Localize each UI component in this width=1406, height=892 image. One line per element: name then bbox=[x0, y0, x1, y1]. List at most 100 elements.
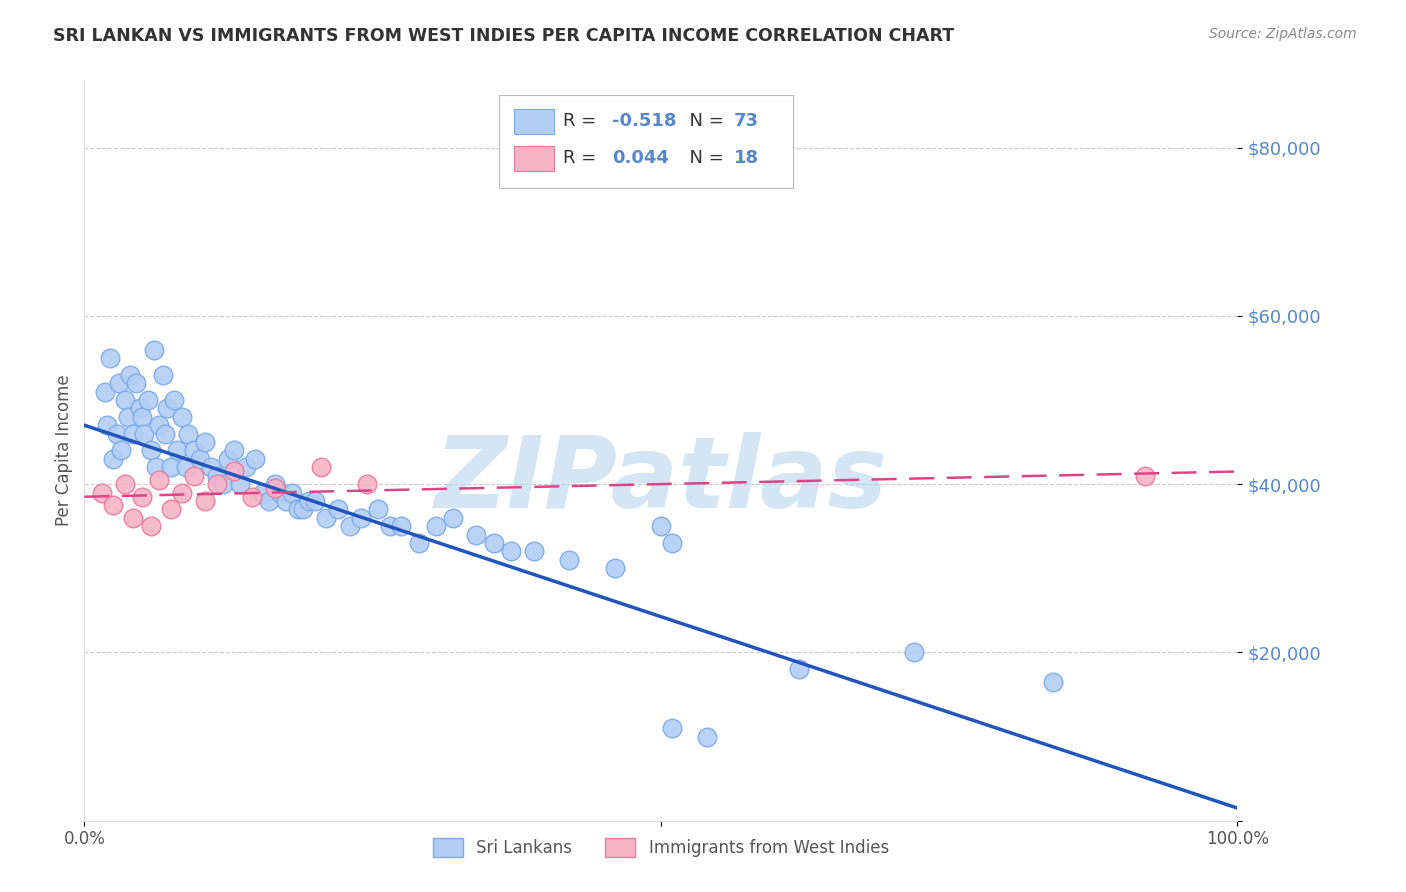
Point bbox=[114, 477, 136, 491]
Point bbox=[408, 536, 430, 550]
Point bbox=[141, 443, 163, 458]
Point bbox=[224, 465, 246, 479]
Point bbox=[499, 544, 522, 558]
Point bbox=[1042, 674, 1064, 689]
Point bbox=[661, 721, 683, 735]
Point bbox=[174, 460, 197, 475]
Point bbox=[326, 502, 349, 516]
Text: Source: ZipAtlas.com: Source: ZipAtlas.com bbox=[1209, 27, 1357, 41]
Text: ZIPatlas: ZIPatlas bbox=[434, 432, 887, 529]
Point bbox=[131, 409, 153, 424]
Point bbox=[188, 451, 211, 466]
Point bbox=[263, 481, 285, 495]
Point bbox=[269, 485, 291, 500]
Point bbox=[298, 494, 321, 508]
Point bbox=[557, 553, 579, 567]
Text: N =: N = bbox=[678, 112, 730, 130]
Legend: Sri Lankans, Immigrants from West Indies: Sri Lankans, Immigrants from West Indies bbox=[426, 831, 896, 864]
Point bbox=[229, 477, 252, 491]
Point bbox=[391, 519, 413, 533]
Point bbox=[163, 392, 186, 407]
Text: N =: N = bbox=[678, 149, 730, 167]
Point bbox=[205, 468, 228, 483]
Point bbox=[172, 485, 194, 500]
Point bbox=[117, 409, 139, 424]
FancyBboxPatch shape bbox=[499, 95, 793, 187]
Point bbox=[166, 443, 188, 458]
Point bbox=[160, 460, 183, 475]
Point bbox=[120, 368, 142, 382]
Point bbox=[96, 418, 118, 433]
Point bbox=[378, 519, 401, 533]
Point bbox=[142, 343, 165, 357]
Point bbox=[108, 376, 131, 391]
Point bbox=[276, 494, 298, 508]
Point bbox=[356, 477, 378, 491]
FancyBboxPatch shape bbox=[515, 109, 554, 135]
Point bbox=[787, 662, 810, 676]
Point bbox=[194, 494, 217, 508]
Point bbox=[183, 468, 205, 483]
Point bbox=[281, 485, 304, 500]
Point bbox=[292, 502, 315, 516]
Point bbox=[205, 477, 228, 491]
Point bbox=[103, 451, 124, 466]
Point bbox=[194, 435, 217, 450]
Point bbox=[141, 519, 163, 533]
Point bbox=[218, 451, 240, 466]
Point bbox=[465, 527, 488, 541]
Point bbox=[136, 392, 159, 407]
Point bbox=[128, 401, 150, 416]
Point bbox=[523, 544, 546, 558]
Point bbox=[696, 730, 718, 744]
Point bbox=[315, 510, 337, 524]
Text: 0.044: 0.044 bbox=[613, 149, 669, 167]
Point bbox=[160, 502, 183, 516]
Text: R =: R = bbox=[562, 149, 602, 167]
Point bbox=[148, 418, 170, 433]
Point bbox=[224, 443, 246, 458]
Point bbox=[243, 451, 266, 466]
Point bbox=[1133, 468, 1156, 483]
Point bbox=[367, 502, 389, 516]
Point bbox=[103, 498, 124, 512]
Point bbox=[148, 473, 170, 487]
Point bbox=[110, 443, 132, 458]
Point bbox=[153, 426, 176, 441]
Point bbox=[183, 443, 205, 458]
Point bbox=[903, 645, 925, 659]
Text: R =: R = bbox=[562, 112, 602, 130]
Point bbox=[134, 426, 156, 441]
Point bbox=[661, 536, 683, 550]
Point bbox=[172, 409, 194, 424]
Point bbox=[98, 351, 121, 365]
Point bbox=[90, 485, 112, 500]
Point bbox=[131, 490, 153, 504]
Point bbox=[252, 485, 274, 500]
Point bbox=[603, 561, 626, 575]
Text: 73: 73 bbox=[734, 112, 758, 130]
Point bbox=[304, 494, 326, 508]
Point bbox=[482, 536, 505, 550]
Text: -0.518: -0.518 bbox=[613, 112, 676, 130]
Point bbox=[152, 368, 174, 382]
Point bbox=[263, 477, 285, 491]
Point bbox=[156, 401, 179, 416]
Point bbox=[145, 460, 167, 475]
Point bbox=[121, 426, 143, 441]
Point bbox=[105, 426, 128, 441]
Text: 18: 18 bbox=[734, 149, 759, 167]
Point bbox=[441, 510, 464, 524]
Point bbox=[200, 460, 222, 475]
Point bbox=[650, 519, 672, 533]
Point bbox=[121, 510, 143, 524]
Point bbox=[309, 460, 332, 475]
FancyBboxPatch shape bbox=[515, 146, 554, 171]
Text: SRI LANKAN VS IMMIGRANTS FROM WEST INDIES PER CAPITA INCOME CORRELATION CHART: SRI LANKAN VS IMMIGRANTS FROM WEST INDIE… bbox=[53, 27, 955, 45]
Point bbox=[235, 460, 257, 475]
Point bbox=[177, 426, 200, 441]
Point bbox=[287, 502, 309, 516]
Point bbox=[257, 494, 280, 508]
Point bbox=[350, 510, 373, 524]
Point bbox=[425, 519, 447, 533]
